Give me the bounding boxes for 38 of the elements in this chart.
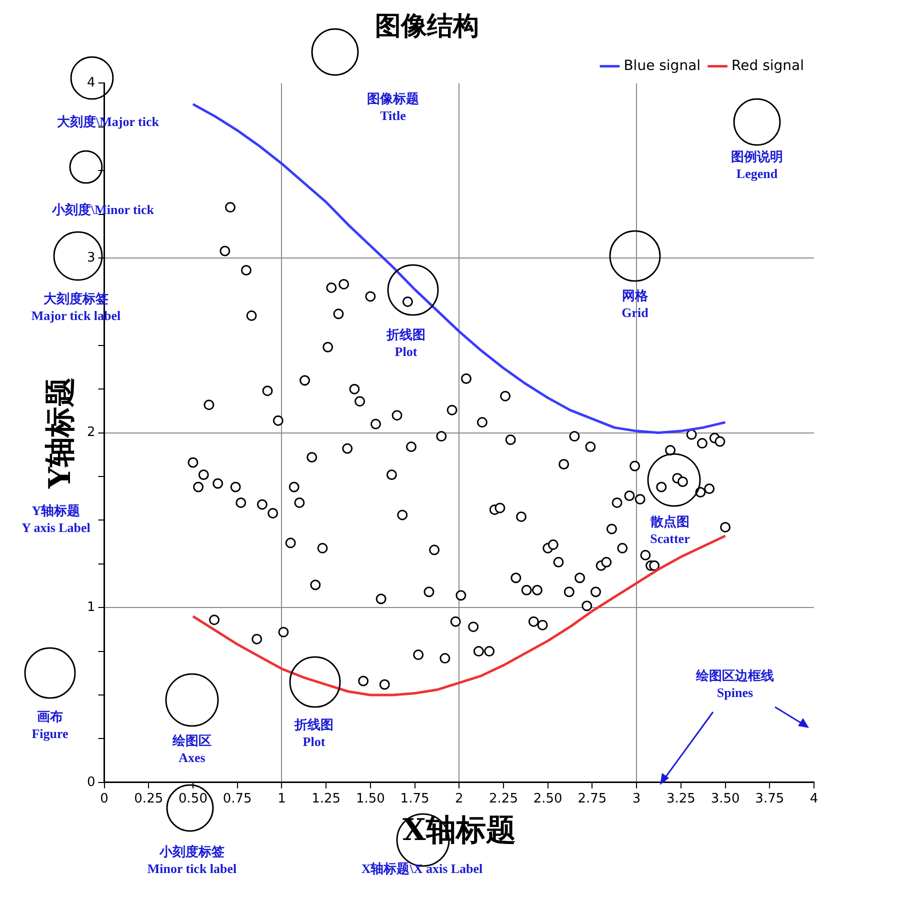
x-tick-label: 3: [632, 792, 641, 807]
legend-label: Blue signal: [624, 58, 701, 74]
annotation: 图例说明 Legend: [730, 148, 784, 182]
annotation: 绘图区边框线 Spines: [694, 667, 775, 701]
annotation: 绘图区 Axes: [171, 732, 212, 766]
x-tick-label: 0.50: [178, 792, 208, 807]
x-tick-label: 0: [100, 792, 108, 807]
x-tick-label: 2.25: [489, 792, 518, 807]
text: X轴标题\X axis Label: [360, 860, 484, 877]
y-tick-label: 3: [86, 250, 96, 266]
x-tick-label: 1.25: [312, 792, 341, 807]
annotation: 折线图 Plot: [385, 326, 426, 360]
x-tick-label: 3.25: [666, 792, 696, 807]
annotation: 网格 Grid: [620, 287, 650, 321]
y-axis-title: Y轴标题: [42, 377, 78, 490]
annotation: 散点图 Scatter: [649, 513, 691, 547]
x-tick-label: 4: [810, 792, 818, 807]
x-tick-label: 0.25: [134, 792, 164, 807]
text: 画布 Figure: [30, 708, 70, 742]
x-tick-label: 0.75: [222, 792, 252, 807]
x-tick-label: 3.75: [755, 792, 784, 807]
legend-label: Red signal: [732, 58, 804, 74]
text: Y轴标题 Y axis Label: [20, 502, 92, 536]
y-tick-label: 0: [86, 774, 96, 790]
x-tick-label: 2.50: [533, 792, 562, 807]
text: 小刻度标签 Minor tick label: [146, 843, 238, 877]
x-tick-label: 1.75: [400, 792, 430, 807]
annotation: 折线图 Plot: [293, 716, 334, 750]
y-tick-label: 1: [86, 600, 96, 615]
chart-title: 图像结构: [375, 11, 479, 42]
annotation: 图像标题 Title: [366, 90, 420, 124]
x-tick-label: 1.50: [356, 792, 385, 807]
x-tick-label: 2: [454, 792, 464, 807]
y-tick-label: 2: [86, 425, 96, 440]
x-tick-label: 2.75: [578, 792, 607, 807]
y-tick-label: 4: [86, 76, 96, 91]
x-tick-label: 3.50: [710, 792, 740, 807]
x-tick-label: 1: [278, 792, 286, 807]
